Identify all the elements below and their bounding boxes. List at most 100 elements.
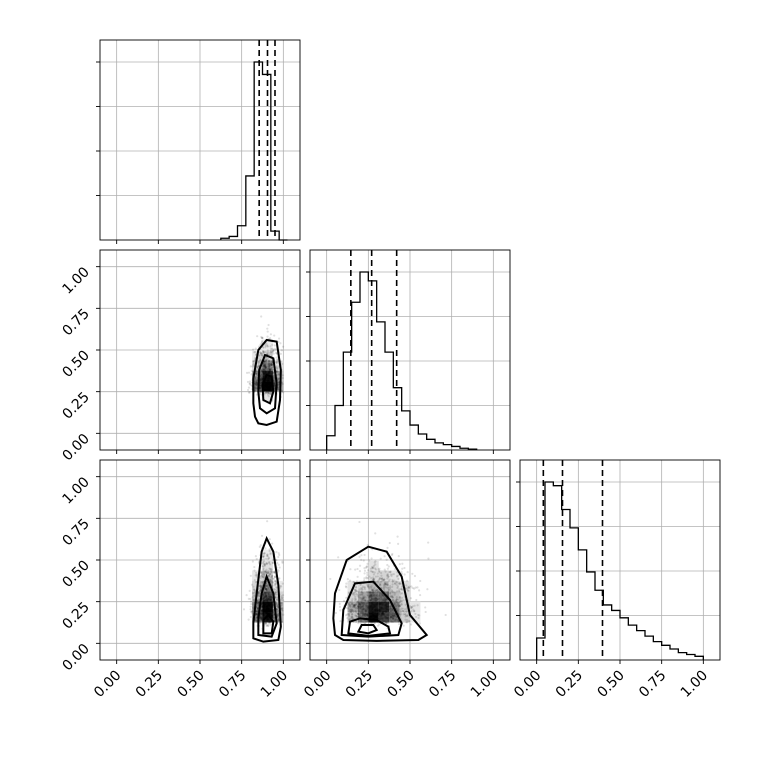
sample-point — [269, 563, 272, 566]
sample-point — [261, 574, 264, 577]
sample-point — [265, 598, 268, 601]
sample-point — [393, 614, 397, 617]
sample-point — [378, 591, 381, 595]
sample-point — [267, 381, 270, 384]
gridlines — [536, 460, 704, 660]
sample-point — [279, 352, 282, 355]
sample-point — [264, 362, 267, 366]
sample-point — [270, 347, 273, 350]
sample-point — [268, 597, 271, 600]
sample-point — [264, 382, 267, 385]
sample-point — [265, 385, 268, 388]
sample-point — [383, 581, 387, 584]
sample-point — [374, 608, 377, 611]
sample-point — [365, 606, 369, 609]
sample-point — [273, 570, 276, 573]
gridlines — [310, 460, 510, 660]
sample-point — [384, 598, 387, 601]
sample-point — [273, 382, 276, 386]
sample-point — [269, 382, 272, 385]
sample-point — [354, 603, 358, 606]
sample-point — [369, 609, 372, 612]
sample-point — [377, 597, 381, 600]
sample-point — [405, 621, 408, 624]
sample-point — [364, 609, 368, 612]
density-block — [262, 580, 273, 592]
sample-point — [401, 588, 404, 591]
sample-point — [267, 362, 270, 365]
sample-point — [278, 337, 281, 340]
sample-point — [390, 620, 393, 623]
sample-point — [404, 615, 407, 618]
sample-point — [281, 608, 284, 612]
sample-point — [269, 379, 272, 383]
sample-point — [272, 349, 275, 352]
sample-point — [264, 346, 267, 349]
sample-point — [329, 577, 332, 581]
sample-point — [267, 389, 270, 392]
sample-point — [391, 596, 395, 599]
sample-point — [267, 378, 270, 382]
sample-point — [271, 558, 274, 561]
sample-point — [366, 605, 369, 608]
sample-point — [386, 601, 389, 605]
sample-point — [259, 382, 262, 385]
sample-point — [265, 379, 268, 382]
scatter-points — [329, 520, 447, 630]
sample-point — [253, 357, 257, 360]
sample-point — [268, 365, 271, 369]
sample-point — [377, 614, 380, 617]
sample-point — [355, 611, 358, 614]
sample-point — [381, 607, 384, 610]
sample-point — [260, 340, 264, 343]
sample-point — [366, 607, 369, 611]
sample-point — [260, 369, 263, 372]
sample-point — [264, 587, 267, 591]
xtick-label: 1.00 — [258, 668, 291, 701]
sample-point — [372, 564, 376, 567]
sample-point — [371, 578, 375, 581]
density-block — [262, 591, 273, 602]
sample-point — [367, 604, 370, 607]
sample-point — [400, 570, 403, 573]
sample-point — [278, 566, 281, 569]
sample-point — [271, 606, 274, 609]
sample-point — [270, 369, 273, 372]
sample-point — [424, 610, 427, 614]
sample-point — [378, 583, 382, 586]
sample-point — [253, 569, 256, 572]
sample-point — [374, 597, 377, 600]
sample-point — [262, 606, 265, 609]
sample-point — [259, 617, 262, 620]
sample-point — [273, 381, 276, 385]
sample-point — [263, 384, 266, 387]
sample-point — [269, 388, 272, 391]
sample-point — [266, 600, 269, 604]
sample-point — [269, 567, 272, 571]
sample-point — [267, 597, 270, 600]
sample-point — [410, 605, 413, 609]
sample-point — [267, 386, 271, 389]
sample-point — [265, 588, 268, 591]
sample-point — [264, 570, 267, 573]
sample-point — [376, 608, 379, 611]
sample-point — [379, 608, 382, 611]
density-block — [389, 580, 400, 592]
sample-point — [272, 376, 275, 379]
sample-point — [268, 620, 271, 623]
sample-point — [262, 372, 265, 376]
sample-point — [255, 383, 258, 386]
sample-point — [266, 385, 269, 389]
sample-point — [269, 596, 272, 599]
sample-point — [272, 371, 275, 374]
sample-point — [268, 385, 271, 389]
sample-point — [270, 596, 274, 599]
sample-point — [264, 612, 267, 615]
sample-point — [395, 599, 398, 602]
sample-point — [267, 595, 270, 598]
sample-point — [382, 587, 386, 590]
sample-point — [265, 371, 268, 374]
sample-point — [268, 370, 271, 374]
sample-point — [398, 583, 401, 586]
sample-point — [427, 541, 430, 544]
